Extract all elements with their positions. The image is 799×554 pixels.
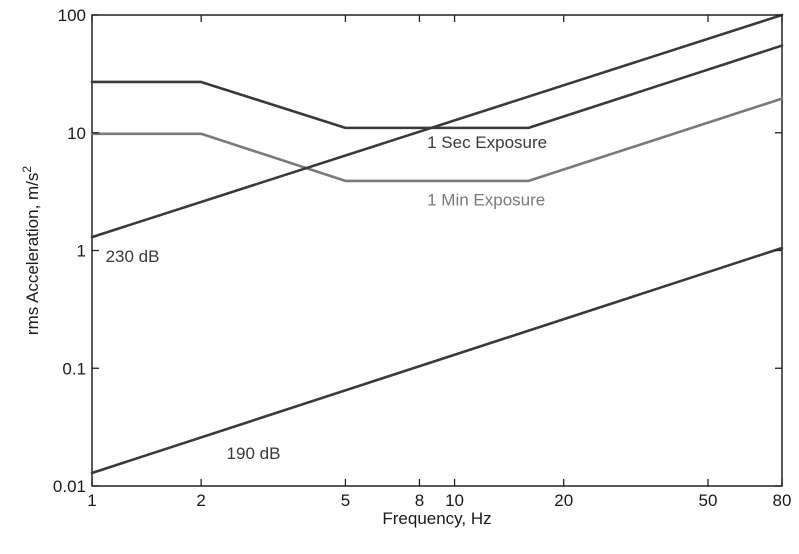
x-tick-label: 10 [445, 491, 464, 510]
y-tick-label: 100 [58, 6, 86, 25]
x-tick-label: 2 [196, 491, 205, 510]
y-axis-label-text: rms Acceleration, m/s [23, 173, 42, 336]
y-tick-label: 1 [77, 242, 86, 261]
x-tick-label: 8 [415, 491, 424, 510]
x-tick-label: 5 [341, 491, 350, 510]
y-axis-label-superscript: 2 [20, 166, 34, 173]
plot-area [91, 14, 783, 487]
annotation-label: 1 Sec Exposure [427, 133, 547, 152]
ticks-layer: 1 2 5 8 10 20 50 80 0.01 0.1 1 10 100 [53, 6, 792, 510]
x-tick-label: 1 [87, 491, 96, 510]
annotation-label: 230 dB [106, 247, 160, 266]
series-line-4 [90, 246, 784, 475]
y-tick-label: 0.01 [53, 477, 86, 496]
x-axis-label: Frequency, Hz [382, 509, 491, 528]
x-tick-label: 20 [554, 491, 573, 510]
y-axis-label: rms Acceleration, m/s2 [20, 166, 42, 336]
series-line-3 [90, 13, 784, 239]
series-line-2 [90, 97, 784, 183]
y-tick-label: 10 [67, 124, 86, 143]
series-line-1 [90, 44, 784, 130]
x-tick-label: 50 [699, 491, 718, 510]
annotation-label: 190 dB [227, 444, 281, 463]
annotation-layer: 1 Sec Exposure 1 Min Exposure 230 dB 190 dB [106, 133, 548, 463]
plot-frame [91, 14, 783, 487]
y-tick-label: 0.1 [62, 359, 86, 378]
series-layer [90, 13, 784, 475]
annotation-label: 1 Min Exposure [427, 191, 545, 210]
x-tick-label: 80 [773, 491, 792, 510]
